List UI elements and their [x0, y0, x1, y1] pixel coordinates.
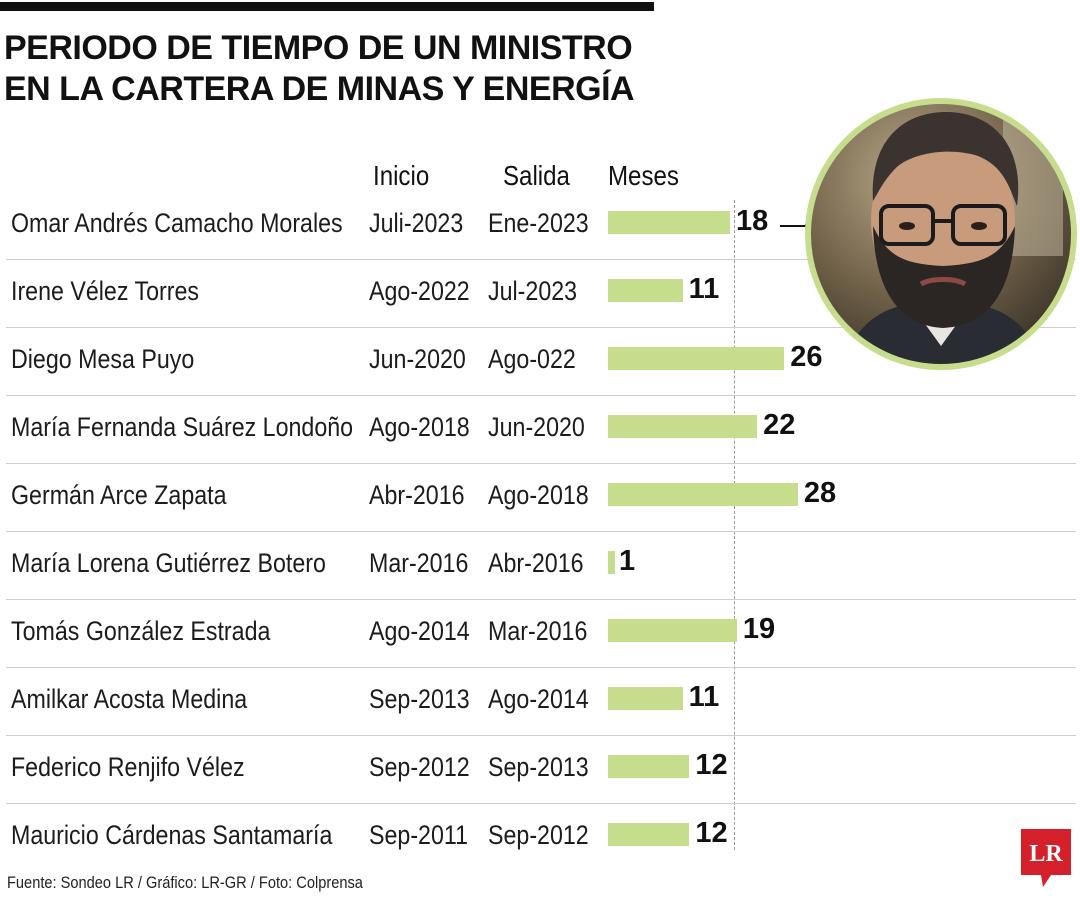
month-bar: [608, 755, 690, 778]
row-divider: [6, 463, 1076, 464]
reference-dashed-line: [734, 200, 735, 850]
end-date: Mar-2016: [488, 616, 588, 646]
row-divider: [6, 531, 1076, 532]
start-date: Sep-2013: [369, 684, 470, 714]
month-bar: [608, 551, 615, 574]
table-row: Omar Andrés Camacho Morales Juli-2023 Ene-…: [0, 192, 1080, 260]
source-note: Fuente: Sondeo LR / Gráfico: LR-GR / Fot…: [7, 873, 363, 892]
month-value-label: 12: [695, 817, 728, 849]
month-value-label: 26: [790, 341, 823, 373]
month-value-label: 22: [763, 409, 796, 441]
row-divider: [6, 599, 1076, 600]
end-date: Ago-2018: [488, 480, 589, 510]
column-header-meses: Meses: [608, 160, 679, 191]
start-date: Abr-2016: [369, 480, 465, 510]
month-bar: [608, 483, 798, 506]
table-row: Irene Vélez Torres Ago-2022 Jul-2023 11: [0, 260, 1080, 328]
end-date: Ago-2014: [488, 684, 589, 714]
minister-name: Germán Arce Zapata: [11, 480, 227, 510]
lr-logo: LR: [1021, 829, 1071, 887]
month-value-label: 12: [695, 749, 728, 781]
top-rule: [0, 2, 654, 11]
month-value-label: 11: [688, 273, 720, 305]
table-row: Germán Arce Zapata Abr-2016 Ago-2018 28: [0, 464, 1080, 532]
minister-name: María Lorena Gutiérrez Botero: [11, 548, 326, 578]
month-bar: [608, 347, 785, 370]
table-row: Federico Renjifo Vélez Sep-2012 Sep-2013 12: [0, 736, 1080, 804]
month-bar: [608, 211, 731, 234]
month-value-label: 19: [742, 613, 776, 645]
photo-leader-line: [780, 225, 812, 227]
start-date: Sep-2011: [369, 820, 468, 850]
month-value-label: 18: [736, 205, 769, 237]
row-divider: [6, 327, 1076, 328]
start-date: Ago-2022: [369, 276, 470, 306]
minister-name: Federico Renjifo Vélez: [11, 752, 245, 782]
row-divider: [6, 803, 1076, 804]
end-date: Ene-2023: [488, 208, 589, 238]
month-bar: [608, 823, 690, 846]
start-date: Ago-2018: [369, 412, 470, 442]
end-date: Sep-2013: [488, 752, 589, 782]
month-bar: [608, 415, 758, 438]
month-value-label: 1: [619, 545, 636, 577]
end-date: Abr-2016: [488, 548, 584, 578]
end-date: Ago-022: [488, 344, 576, 374]
chart-title: PERIODO DE TIEMPO DE UN MINISTRO EN LA C…: [4, 28, 635, 110]
month-bar: [608, 279, 683, 302]
minister-name: Diego Mesa Puyo: [11, 344, 195, 374]
end-date: Jul-2023: [488, 276, 578, 306]
end-date: Sep-2012: [488, 820, 589, 850]
start-date: Juli-2023: [369, 208, 464, 238]
start-date: Ago-2014: [369, 616, 470, 646]
minister-name: Omar Andrés Camacho Morales: [11, 208, 343, 238]
title-line-1: PERIODO DE TIEMPO DE UN MINISTRO: [4, 29, 633, 67]
table-row: María Fernanda Suárez Londoño Ago-2018 Jun…: [0, 396, 1080, 464]
start-date: Mar-2016: [369, 548, 469, 578]
row-divider: [6, 395, 1076, 396]
start-date: Sep-2012: [369, 752, 470, 782]
title-line-2: EN LA CARTERA DE MINAS Y ENERGÍA: [4, 70, 635, 108]
start-date: Jun-2020: [369, 344, 466, 374]
table-row: Amilkar Acosta Medina Sep-2013 Ago-2014 11: [0, 668, 1080, 736]
minister-name: Tomás González Estrada: [11, 616, 271, 646]
month-bar: [608, 687, 683, 710]
minister-name: Irene Vélez Torres: [11, 276, 200, 306]
column-header-inicio: Inicio: [373, 160, 430, 191]
end-date: Jun-2020: [488, 412, 585, 442]
row-divider: [6, 259, 1076, 260]
table-row: Diego Mesa Puyo Jun-2020 Ago-022 26: [0, 328, 1080, 396]
column-header-salida: Salida: [503, 160, 570, 191]
month-value-label: 28: [803, 477, 837, 509]
table-row: María Lorena Gutiérrez Botero Mar-2016 Abr…: [0, 532, 1080, 600]
minister-name: Mauricio Cárdenas Santamaría: [11, 820, 333, 850]
minister-name: María Fernanda Suárez Londoño: [11, 412, 354, 442]
svg-text:LR: LR: [1029, 841, 1063, 867]
minister-name: Amilkar Acosta Medina: [11, 684, 248, 714]
table-row: Tomás González Estrada Ago-2014 Mar-2016 19: [0, 600, 1080, 668]
table-row: Mauricio Cárdenas Santamaría Sep-2011 Sep-…: [0, 804, 1080, 872]
month-bar: [608, 619, 737, 642]
row-divider: [6, 667, 1076, 668]
row-divider: [6, 735, 1076, 736]
minister-photo: [805, 98, 1077, 370]
month-value-label: 11: [688, 681, 720, 713]
